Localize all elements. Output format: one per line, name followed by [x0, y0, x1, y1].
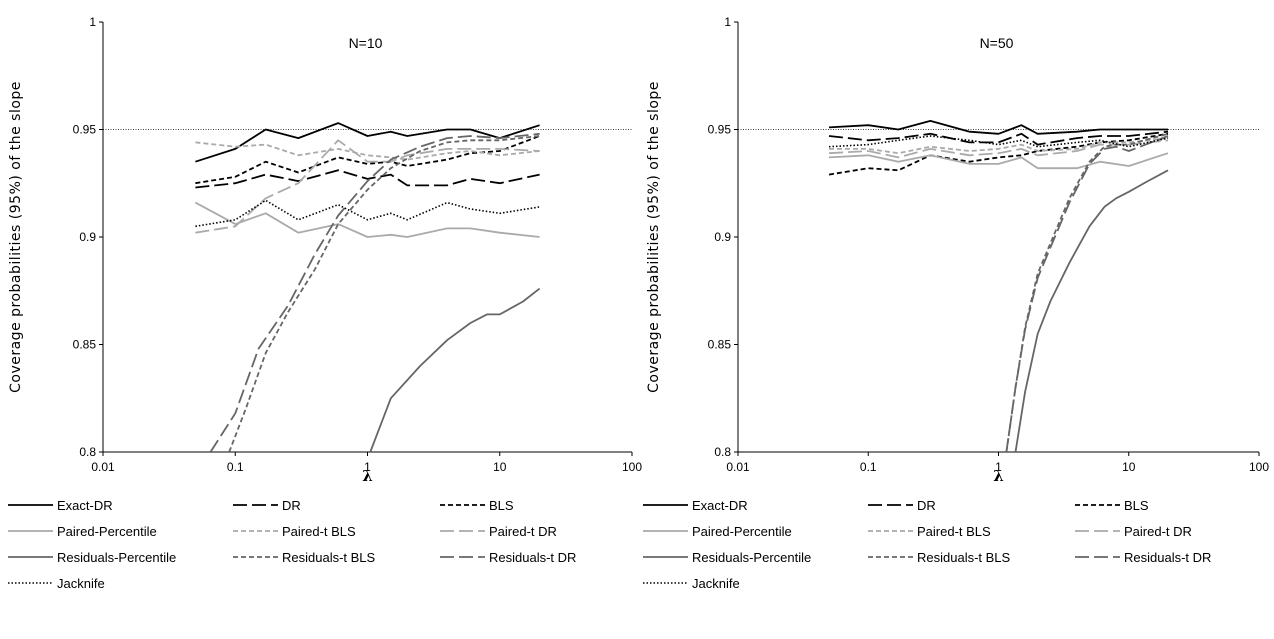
series-line-jacknife — [195, 199, 540, 228]
series-line-residuals-percentile — [1014, 169, 1169, 452]
series-line-paired-percentile — [194, 201, 540, 238]
legend-item-residuals-percentile: Residuals-Percentile — [8, 550, 176, 565]
series-line-bls — [195, 135, 540, 185]
legend-label: Residuals-t DR — [1124, 550, 1211, 565]
y-axis-label: Coverage probabilities (95%) of the slop… — [646, 81, 662, 393]
legend-label: DR — [282, 498, 301, 513]
legend-item-residuals-t-dr: Residuals-t DR — [440, 550, 576, 565]
chart-panel-n10: 0.8 0.85 0.9 0.95 1 0.01 0.1 1 10 100 N=10 Coverage… — [8, 15, 642, 591]
legend-item-bls: BLS — [1075, 498, 1149, 513]
series-line-residuals-t-bls — [1005, 132, 1169, 452]
legend-label: Paired-t BLS — [917, 524, 991, 539]
legend-label: Paired-t BLS — [282, 524, 356, 539]
legend-item-exact-dr: Exact-DR — [8, 498, 113, 513]
legend-item-paired-t-bls: Paired-t BLS — [233, 524, 356, 539]
legend-item-dr: DR — [233, 498, 301, 513]
chart-panel-n50: 0.8 0.85 0.9 0.95 1 0.01 0.1 1 10 100 N=50 Coverage… — [643, 15, 1269, 591]
series-group — [828, 120, 1169, 452]
y-tick-label: 0.8 — [79, 445, 96, 459]
x-tick-label: 10 — [1122, 460, 1136, 474]
x-tick-label: 10 — [493, 460, 507, 474]
x-tick-label: 100 — [1249, 460, 1269, 474]
y-tick-label: 1 — [89, 15, 96, 29]
legend-item-exact-dr: Exact-DR — [643, 498, 748, 513]
series-line-paired-t-bls — [195, 141, 540, 161]
x-tick-label: 100 — [622, 460, 642, 474]
series-line-exact-dr — [828, 120, 1168, 135]
legend-label: Jacknife — [57, 576, 105, 591]
y-tick-label: 1 — [724, 15, 731, 29]
legend-item-residuals-t-dr: Residuals-t DR — [1075, 550, 1211, 565]
legend-item-paired-t-dr: Paired-t DR — [440, 524, 557, 539]
x-tick-label: 0.01 — [726, 460, 750, 474]
legend-label: Residuals-Percentile — [692, 550, 811, 565]
series-group — [194, 122, 541, 452]
legend-item-paired-percentile: Paired-Percentile — [643, 524, 792, 539]
legend-item-bls: BLS — [440, 498, 514, 513]
legend-label: Exact-DR — [692, 498, 748, 513]
legend-item-paired-percentile: Paired-Percentile — [8, 524, 157, 539]
legend-label: Residuals-t BLS — [282, 550, 376, 565]
y-tick-label: 0.9 — [79, 230, 96, 244]
y-tick-label: 0.85 — [708, 338, 732, 352]
legend: Exact-DR DR BLS Paired-Percentile Paired-t B… — [8, 498, 576, 591]
legend-item-jacknife: Jacknife — [643, 576, 740, 591]
series-line-paired-t-dr — [828, 139, 1169, 159]
y-tick-label: 0.8 — [714, 445, 731, 459]
series-line-residuals-t-dr — [1005, 135, 1169, 452]
series-line-exact-dr — [195, 122, 540, 163]
legend-label: Paired-Percentile — [692, 524, 792, 539]
legend-item-residuals-percentile: Residuals-Percentile — [643, 550, 811, 565]
series-line-jacknife — [828, 135, 1169, 148]
y-axis-label: Coverage probabilities (95%) of the slop… — [8, 81, 24, 393]
legend-item-dr: DR — [868, 498, 936, 513]
x-tick-label: 1 — [364, 460, 371, 474]
legend-label: Exact-DR — [57, 498, 113, 513]
series-line-dr — [195, 169, 540, 189]
legend-label: Residuals-t DR — [489, 550, 576, 565]
x-tick-label: 1 — [995, 460, 1002, 474]
series-line-bls — [828, 132, 1169, 176]
series-line-residuals-t-dr — [209, 132, 540, 452]
series-line-residuals-t-bls — [228, 135, 540, 452]
legend-label: Paired-Percentile — [57, 524, 157, 539]
legend-label: Residuals-Percentile — [57, 550, 176, 565]
y-tick-label: 0.95 — [708, 123, 732, 137]
legend-item-paired-t-bls: Paired-t BLS — [868, 524, 991, 539]
legend-item-jacknife: Jacknife — [8, 576, 105, 591]
y-tick-label: 0.9 — [714, 230, 731, 244]
legend-label: BLS — [489, 498, 514, 513]
panel-annotation: N=10 — [349, 35, 383, 51]
series-line-paired-t-bls — [829, 137, 1169, 155]
legend-label: DR — [917, 498, 936, 513]
legend-label: Residuals-t BLS — [917, 550, 1011, 565]
x-tick-label: 0.1 — [227, 460, 244, 474]
x-tick-label: 0.01 — [91, 460, 115, 474]
legend-label: Paired-t DR — [1124, 524, 1192, 539]
legend-item-residuals-t-bls: Residuals-t BLS — [233, 550, 376, 565]
legend-item-paired-t-dr: Paired-t DR — [1075, 524, 1192, 539]
legend-label: Paired-t DR — [489, 524, 557, 539]
y-tick-label: 0.85 — [73, 338, 97, 352]
series-line-paired-percentile — [828, 152, 1169, 170]
legend-label: Jacknife — [692, 576, 740, 591]
panel-annotation: N=50 — [980, 35, 1014, 51]
x-axis-label: λ — [362, 467, 373, 485]
series-line-dr — [828, 130, 1169, 146]
x-axis-label: λ — [993, 467, 1004, 485]
legend-item-residuals-t-bls: Residuals-t BLS — [868, 550, 1011, 565]
y-tick-label: 0.95 — [73, 123, 97, 137]
legend-label: BLS — [1124, 498, 1149, 513]
legend: Exact-DR DR BLS Paired-Percentile Paired-t B… — [643, 498, 1211, 591]
x-tick-label: 0.1 — [860, 460, 877, 474]
series-line-residuals-percentile — [369, 287, 541, 452]
